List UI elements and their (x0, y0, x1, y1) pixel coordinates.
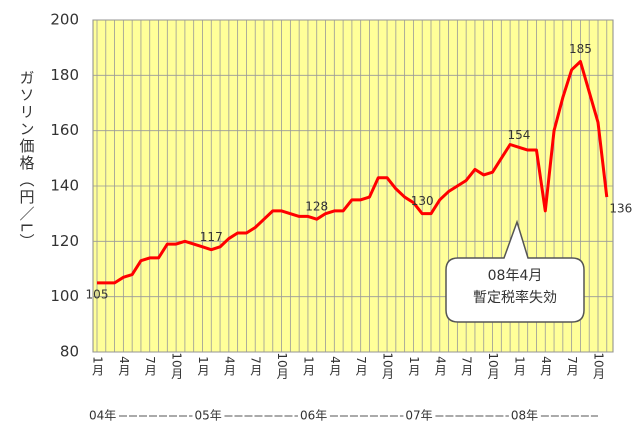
y-tick-label: 120 (50, 232, 79, 250)
data-label: 136 (609, 202, 632, 216)
callout (445, 219, 585, 323)
data-label: 128 (305, 200, 328, 214)
y-tick-label: 100 (50, 287, 79, 305)
y-axis-label: ガソリン価格（円／L） (18, 70, 36, 250)
x-tick-label: 7月 (460, 356, 474, 376)
y-tick-label: 200 (50, 11, 79, 29)
x-tick-label: 4月 (328, 356, 342, 376)
x-tick-label: 4月 (117, 356, 131, 376)
x-tick-label: 10月 (592, 352, 606, 380)
x-tick-label: 10月 (381, 352, 395, 380)
year-label: 04年 (89, 409, 116, 423)
x-tick-label: 4月 (433, 356, 447, 376)
year-label: 08年 (511, 409, 538, 423)
year-label: 06年 (300, 409, 327, 423)
line (97, 60, 609, 285)
annotation: 暫定税率失効 (473, 289, 557, 306)
year-label: 05年 (194, 409, 221, 423)
data-label: 130 (411, 194, 434, 208)
x-tick-label: 7月 (354, 356, 368, 376)
y-tick-label: 180 (50, 66, 79, 84)
data-label: 105 (86, 287, 109, 301)
y-tick-label: 140 (50, 177, 79, 195)
y-tick-label: 160 (50, 121, 79, 139)
data-label: 185 (569, 42, 592, 56)
x-tick-label: 1月 (407, 356, 421, 376)
x-tick-label: 7月 (565, 356, 579, 376)
y-tick-label: 80 (60, 343, 79, 361)
x-tick-label: 1月 (512, 356, 526, 376)
x-tick-label: 1月 (196, 356, 210, 376)
year-label: 07年 (405, 409, 432, 423)
x-tick-label: 7月 (249, 356, 263, 376)
x-tick-label: 7月 (143, 356, 157, 376)
data-label: 117 (200, 230, 223, 244)
x-tick-label: 10月 (486, 352, 500, 380)
x-tick-label: 10月 (170, 352, 184, 380)
x-tick-label: 4月 (539, 356, 553, 376)
x-tick-label: 1月 (301, 356, 315, 376)
data-label: 154 (507, 128, 530, 142)
x-tick-label: 1月 (91, 356, 105, 376)
annotation: 08年4月 (488, 268, 543, 284)
x-tick-label: 10月 (275, 352, 289, 380)
x-tick-label: 4月 (222, 356, 236, 376)
